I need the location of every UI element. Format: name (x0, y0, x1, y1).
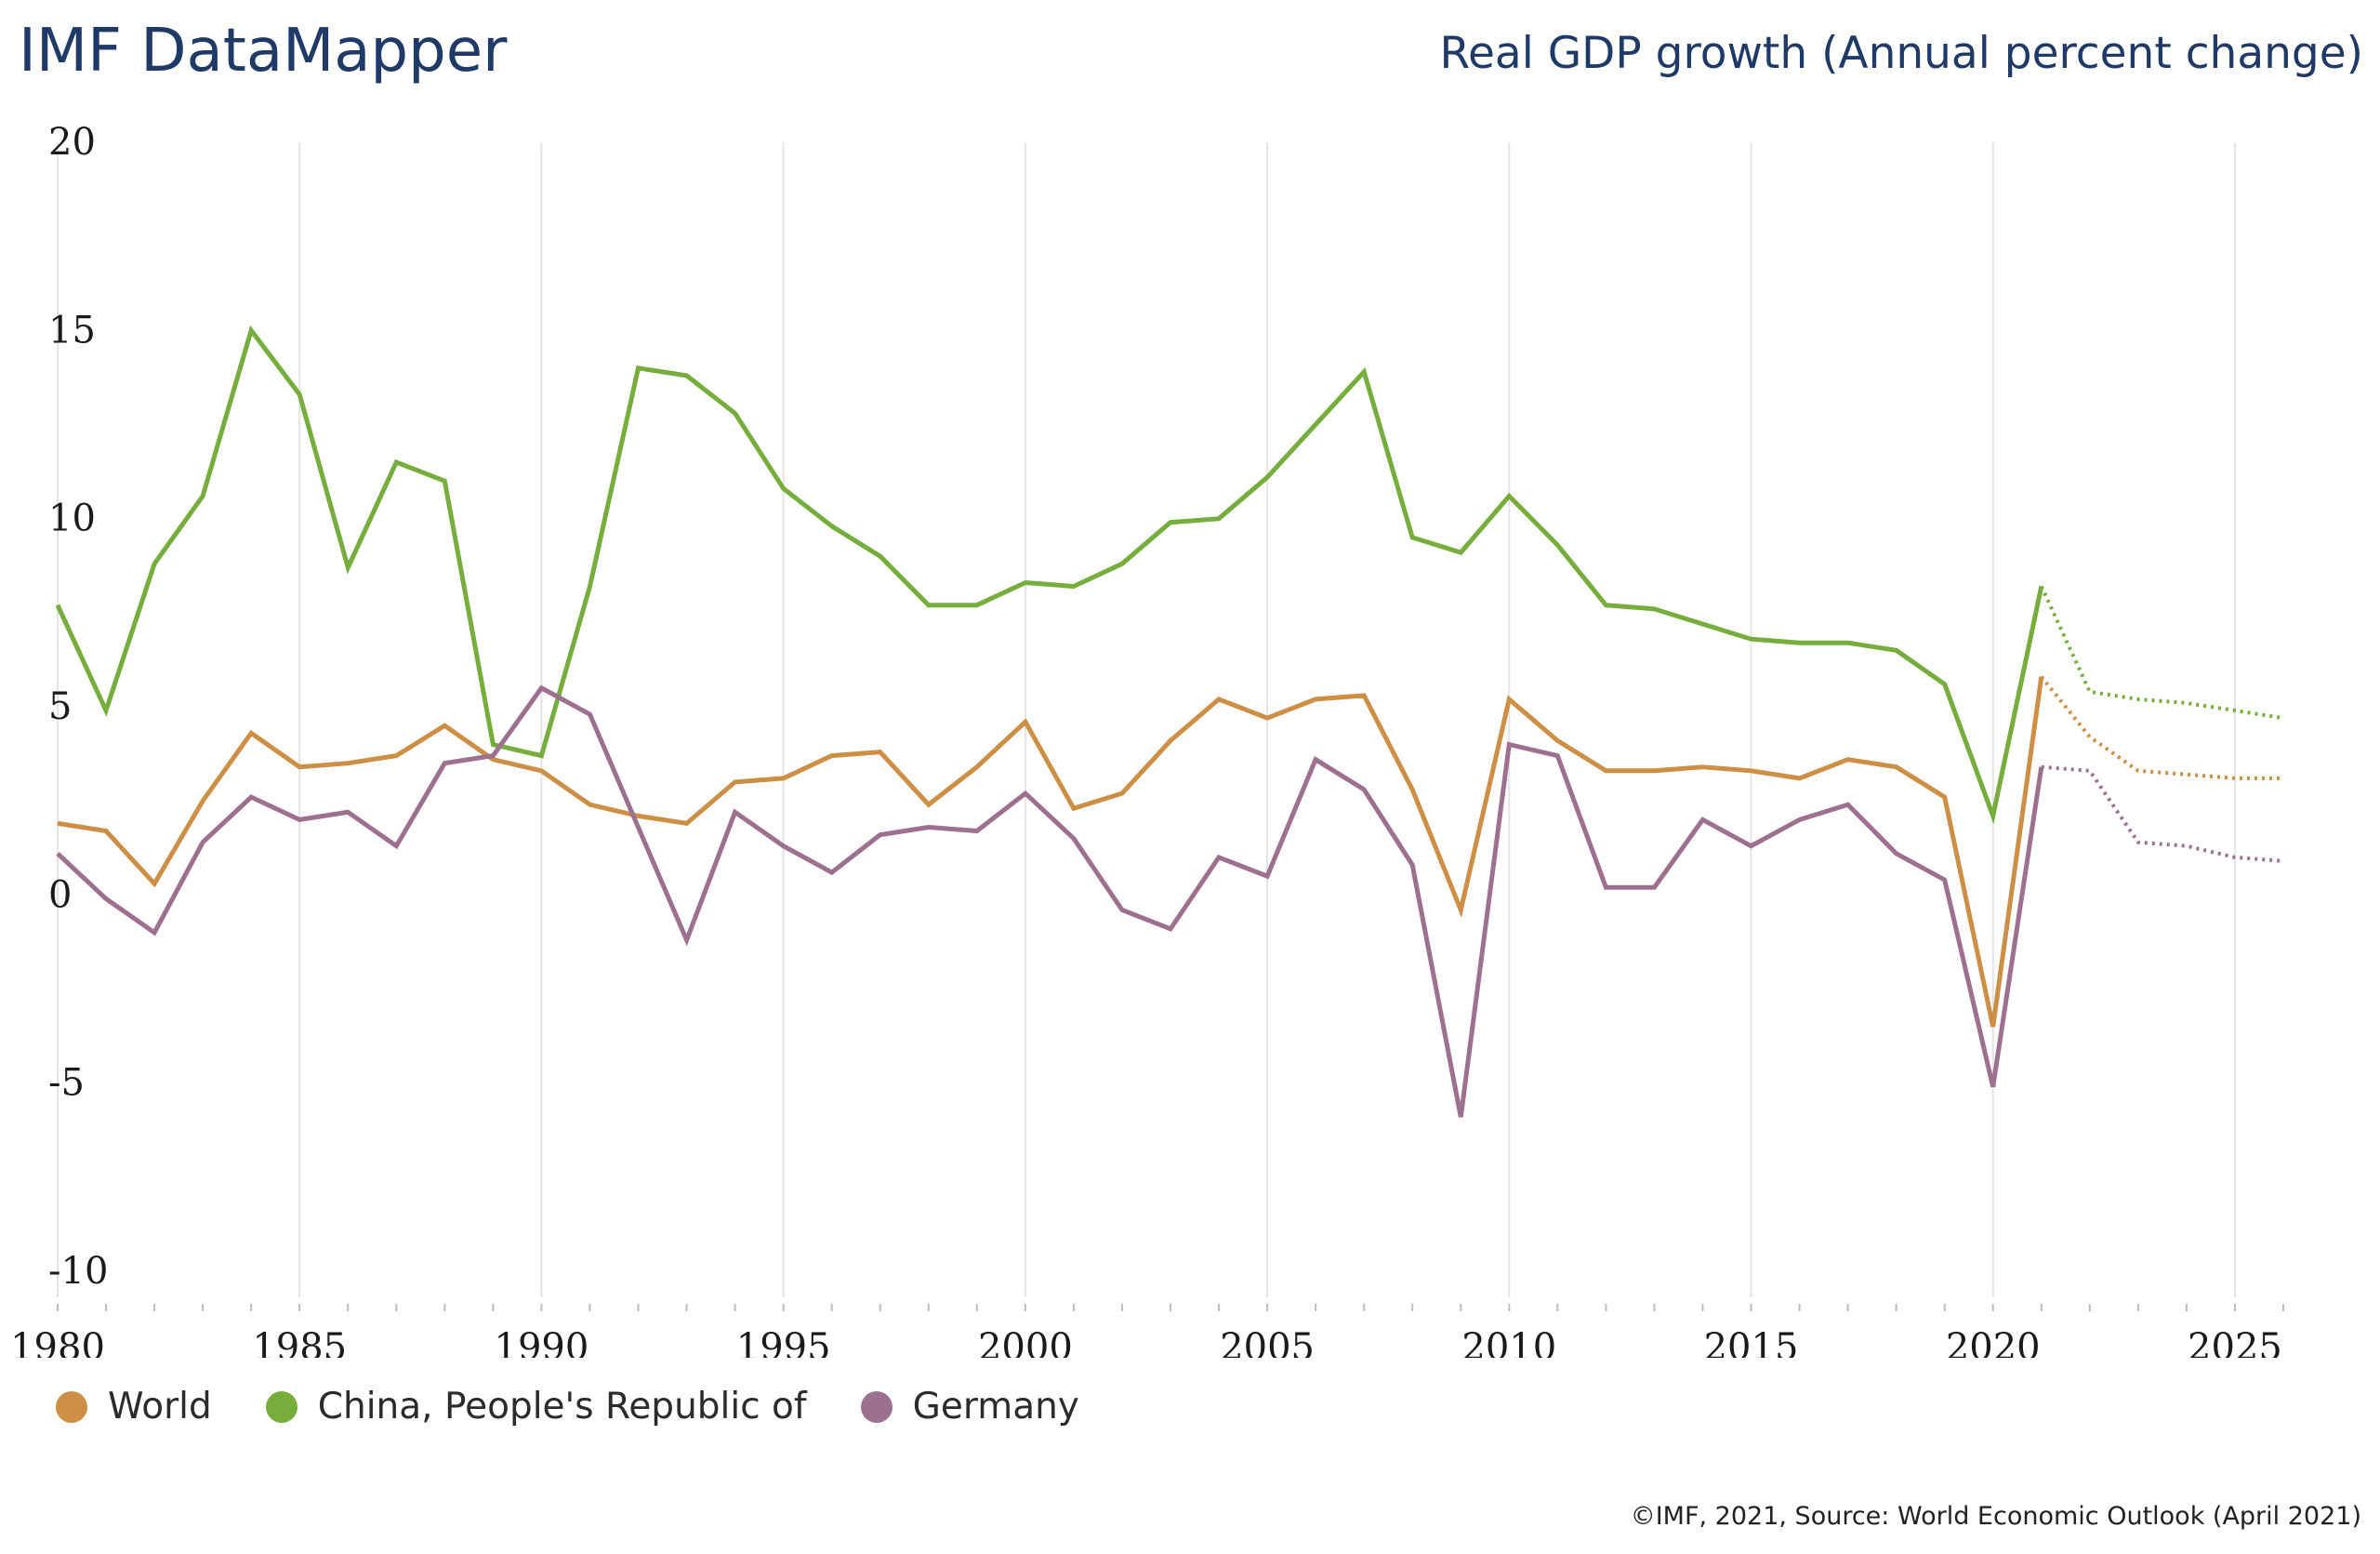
world-swatch-icon (56, 1390, 87, 1423)
x-tick-label: 1985 (252, 1326, 347, 1358)
series-projection-china[interactable] (2039, 585, 2284, 721)
series-projection-germany[interactable] (2041, 764, 2284, 863)
x-tick-label: 2005 (1220, 1326, 1315, 1358)
x-tick-label: 2025 (2188, 1326, 2282, 1358)
y-tick-label: 5 (48, 685, 72, 728)
x-tick-label: 2000 (978, 1326, 1073, 1358)
series-line-world[interactable] (57, 676, 2044, 1028)
legend-label-china: China, People's Republic of (317, 1386, 807, 1428)
series-line-china[interactable] (55, 325, 2044, 825)
x-tick-label: 1990 (495, 1326, 589, 1358)
y-tick-label: 20 (48, 121, 96, 164)
y-tick-label: -5 (48, 1062, 85, 1105)
y-tick-label: 0 (48, 873, 72, 916)
series-line-germany[interactable] (56, 684, 2044, 1118)
source-credit: ©IMF, 2021, Source: World Economic Outlo… (1630, 1502, 2361, 1531)
gridlines (57, 142, 2236, 1297)
x-tick-label: 2015 (1704, 1326, 1799, 1358)
germany-swatch-icon (860, 1390, 892, 1423)
x-tick-label: 1995 (736, 1326, 831, 1358)
legend-label-world: World (108, 1386, 212, 1428)
y-tick-label: 10 (48, 498, 96, 540)
x-tick-label: 1980 (10, 1326, 105, 1358)
china-swatch-icon (265, 1390, 298, 1423)
y-axis: 20 15 10 5 0 -5 -10 (48, 121, 108, 1293)
brand-title: IMF DataMapper (19, 17, 508, 86)
legend-item-germany[interactable]: Germany (860, 1386, 1079, 1428)
legend-label-germany: Germany (912, 1386, 1079, 1428)
y-tick-label: -10 (48, 1250, 108, 1293)
legend: World China, People's Republic of German… (56, 1386, 1133, 1428)
indicator-title[interactable]: Real GDP growth (Annual percent change) (1439, 28, 2363, 79)
legend-item-china[interactable]: China, People's Republic of (265, 1386, 807, 1428)
series-projection-world[interactable] (2040, 675, 2283, 780)
y-tick-label: 15 (48, 309, 96, 352)
x-tick-label: 2010 (1461, 1326, 1556, 1358)
series-lines (55, 325, 2284, 1118)
x-tick-label: 2020 (1946, 1326, 2041, 1358)
x-axis: 1980 1985 1990 1995 2000 2005 2010 2015 2020 2025 (10, 1304, 2284, 1358)
legend-item-world[interactable]: World (56, 1386, 212, 1428)
